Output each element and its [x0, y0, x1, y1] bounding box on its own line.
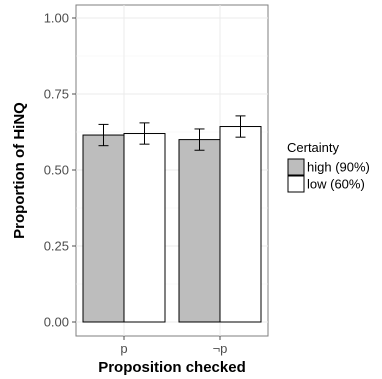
bar [82, 134, 125, 323]
legend-label: low (60%) [307, 177, 365, 192]
error-bars [98, 115, 246, 151]
bars [82, 126, 262, 323]
legend-label: high (90%) [307, 160, 370, 175]
legend-key [287, 175, 305, 193]
y-tick-label: 1.00 [44, 11, 69, 26]
bar [123, 133, 166, 323]
y-axis-title: Proportion of HiNQ [11, 102, 28, 239]
x-axis-ticks: p ¬p [120, 336, 227, 356]
bar [178, 139, 221, 323]
y-tick-label: 0.50 [44, 163, 69, 178]
legend: Certainty high (90%) low (60%) [287, 140, 370, 193]
legend-title: Certainty [287, 140, 340, 155]
x-axis-title: Proposition checked [98, 359, 246, 376]
bar [219, 126, 262, 323]
legend-key [287, 158, 305, 176]
x-tick-label: p [120, 341, 127, 356]
y-axis-ticks: 0.00 0.25 0.50 0.75 1.00 [44, 11, 76, 330]
y-tick-label: 0.75 [44, 87, 69, 102]
y-tick-label: 0.00 [44, 315, 69, 330]
y-tick-label: 0.25 [44, 239, 69, 254]
x-tick-label: ¬p [213, 341, 228, 356]
